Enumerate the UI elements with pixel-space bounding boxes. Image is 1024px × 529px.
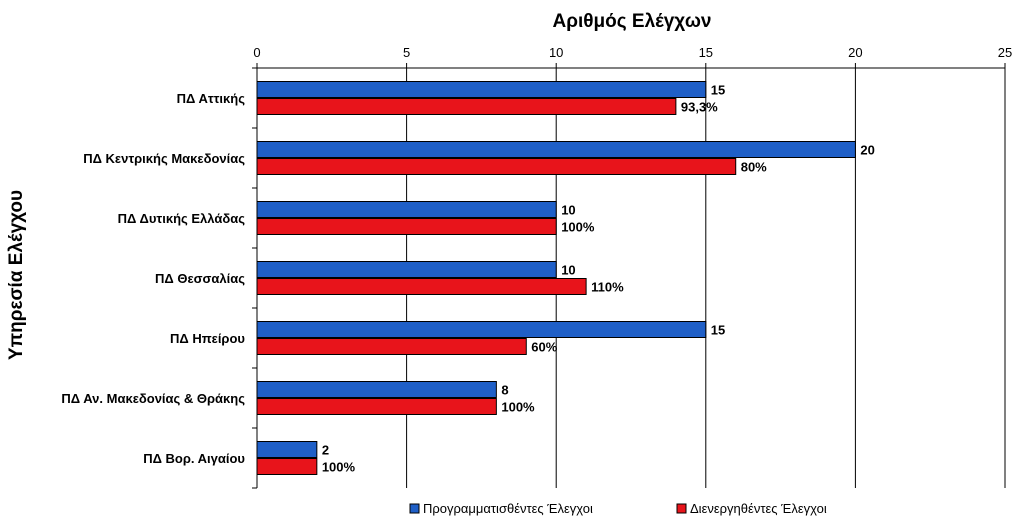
y-axis-title: Υπηρεσία Ελέγχου bbox=[6, 190, 27, 360]
x-axis-title: Αριθμός Ελέγχων bbox=[553, 11, 712, 32]
category-label: ΠΔ Κεντρικής Μακεδονίας bbox=[83, 151, 245, 166]
bar-performed bbox=[256, 458, 318, 475]
data-labels: 15 20 10 10 15 8 2 93,3% 80% 100% 110% 60% 100% 100% bbox=[322, 83, 875, 475]
data-label: 2 bbox=[322, 443, 329, 458]
category-labels: ΠΔ Αττικής ΠΔ Κεντρικής Μακεδονίας ΠΔ Δυτι… bbox=[61, 91, 245, 466]
bars bbox=[256, 81, 856, 475]
category-label: ΠΔ Δυτικής Ελλάδας bbox=[118, 211, 246, 226]
data-label: 100% bbox=[501, 400, 535, 415]
bar-planned bbox=[256, 261, 557, 278]
x-tick-label: 5 bbox=[403, 45, 410, 60]
data-label: 100% bbox=[561, 220, 595, 235]
data-label: 100% bbox=[322, 460, 356, 475]
category-label: ΠΔ Αττικής bbox=[177, 91, 246, 106]
category-label: ΠΔ Βορ. Αιγαίου bbox=[143, 451, 245, 466]
bar-planned bbox=[256, 201, 557, 218]
data-label: 8 bbox=[501, 383, 508, 398]
bar-planned bbox=[256, 321, 707, 338]
data-label: 10 bbox=[561, 203, 575, 218]
data-label: 20 bbox=[860, 143, 874, 158]
x-tick-label: 15 bbox=[699, 45, 713, 60]
x-tick-label: 0 bbox=[253, 45, 260, 60]
legend-swatch bbox=[409, 503, 420, 514]
bar-planned bbox=[256, 381, 497, 398]
category-label: ΠΔ Αν. Μακεδονίας & Θράκης bbox=[61, 391, 245, 406]
bar-performed bbox=[256, 278, 587, 295]
data-label: 110% bbox=[591, 280, 624, 295]
bar-performed bbox=[256, 98, 677, 115]
legend-swatch bbox=[676, 503, 687, 514]
x-tick-label: 25 bbox=[998, 45, 1012, 60]
bar-performed bbox=[256, 218, 557, 235]
data-label: 60% bbox=[531, 340, 557, 355]
category-label: ΠΔ Ηπείρου bbox=[170, 331, 245, 346]
bar-performed bbox=[256, 398, 497, 415]
data-label: 15 bbox=[711, 83, 725, 98]
legend-label: Διενεργηθέντες Έλεγχοι bbox=[690, 501, 827, 516]
category-label: ΠΔ Θεσσαλίας bbox=[155, 271, 245, 286]
data-label: 10 bbox=[561, 263, 575, 278]
x-axis-ticks: 0 5 10 15 20 25 bbox=[253, 45, 1012, 60]
legend: Προγραμματισθέντες Έλεγχοι Διενεργηθέντες… bbox=[409, 501, 827, 516]
data-label: 93,3% bbox=[681, 100, 718, 115]
bar-performed bbox=[256, 158, 737, 175]
bar-planned bbox=[256, 81, 707, 98]
x-tick-label: 20 bbox=[848, 45, 862, 60]
bar-planned bbox=[256, 141, 856, 158]
bar-performed bbox=[256, 338, 527, 355]
bar-planned bbox=[256, 441, 318, 458]
x-tick-label: 10 bbox=[549, 45, 563, 60]
data-label: 80% bbox=[741, 160, 767, 175]
data-label: 15 bbox=[711, 323, 725, 338]
legend-label: Προγραμματισθέντες Έλεγχοι bbox=[423, 501, 593, 516]
